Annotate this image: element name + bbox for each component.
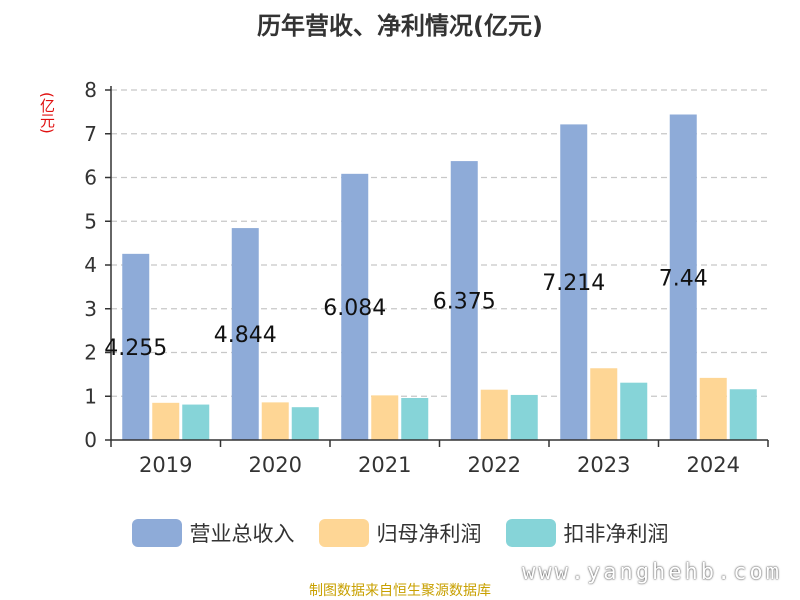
- legend-item[interactable]: 营业总收入: [131, 518, 295, 548]
- bar-2: [152, 402, 180, 440]
- data-label: 7.214: [542, 271, 605, 296]
- legend-swatch: [318, 519, 369, 547]
- x-tick-label: 2024: [687, 453, 740, 477]
- y-tick-label: 6: [84, 166, 97, 190]
- y-tick-label: 8: [84, 78, 97, 102]
- bar-2: [590, 368, 618, 440]
- bar-3: [729, 389, 757, 440]
- legend-label: 营业总收入: [189, 522, 295, 546]
- x-tick-label: 2021: [358, 453, 411, 477]
- data-source-note: 制图数据来自恒生聚源数据库: [309, 583, 491, 599]
- bar-1: [122, 253, 150, 440]
- legend-item[interactable]: 归母净利润: [318, 518, 482, 548]
- data-label: 6.375: [433, 290, 496, 315]
- legend: 营业总收入 归母净利润 扣非净利润: [0, 518, 800, 548]
- bar-1: [560, 124, 588, 440]
- y-tick-label: 7: [84, 122, 97, 146]
- bar-3: [182, 404, 210, 440]
- bar-2: [480, 389, 508, 440]
- bar-3: [401, 398, 429, 440]
- legend-label: 扣非净利润: [563, 522, 669, 546]
- data-label: 7.44: [659, 266, 708, 291]
- legend-item[interactable]: 扣非净利润: [505, 518, 669, 548]
- x-tick-label: 2023: [577, 453, 630, 477]
- x-tick-label: 2020: [249, 453, 302, 477]
- bar-3: [620, 382, 648, 440]
- data-labels: 4.255 4.844 6.084 6.375 7.214 7.44: [104, 266, 707, 361]
- axes: 0 1 2 3 4 5 6 7 8 2019 2020 2021 2022 2023 2024: [84, 78, 769, 477]
- legend-swatch: [131, 519, 182, 547]
- bar-2: [371, 395, 399, 440]
- watermark: www.yanghehb.com: [522, 560, 782, 585]
- data-label: 4.844: [214, 323, 277, 348]
- bar-2: [261, 402, 289, 440]
- data-label: 6.084: [323, 296, 386, 321]
- x-tick-label: 2022: [468, 453, 521, 477]
- y-axis-unit: (亿元): [38, 92, 56, 134]
- y-tick-label: 0: [84, 428, 97, 452]
- bar-1: [450, 161, 478, 440]
- y-tick-label: 2: [84, 341, 97, 365]
- bar-3: [291, 407, 319, 440]
- grid-lines: [111, 89, 768, 397]
- legend-label: 归母净利润: [376, 522, 482, 546]
- bar-2: [699, 377, 727, 440]
- bar-3: [510, 394, 538, 440]
- y-tick-label: 1: [84, 384, 97, 408]
- bar-1: [669, 114, 697, 440]
- data-label: 4.255: [104, 336, 167, 361]
- legend-swatch: [505, 519, 556, 547]
- y-tick-label: 5: [84, 209, 97, 233]
- bars: [122, 114, 757, 440]
- x-tick-label: 2019: [139, 453, 192, 477]
- chart-title: 历年营收、净利情况(亿元): [257, 12, 543, 40]
- y-tick-label: 3: [84, 297, 97, 321]
- y-tick-label: 4: [84, 253, 97, 277]
- bar-1: [231, 228, 259, 440]
- bar-1: [341, 173, 369, 440]
